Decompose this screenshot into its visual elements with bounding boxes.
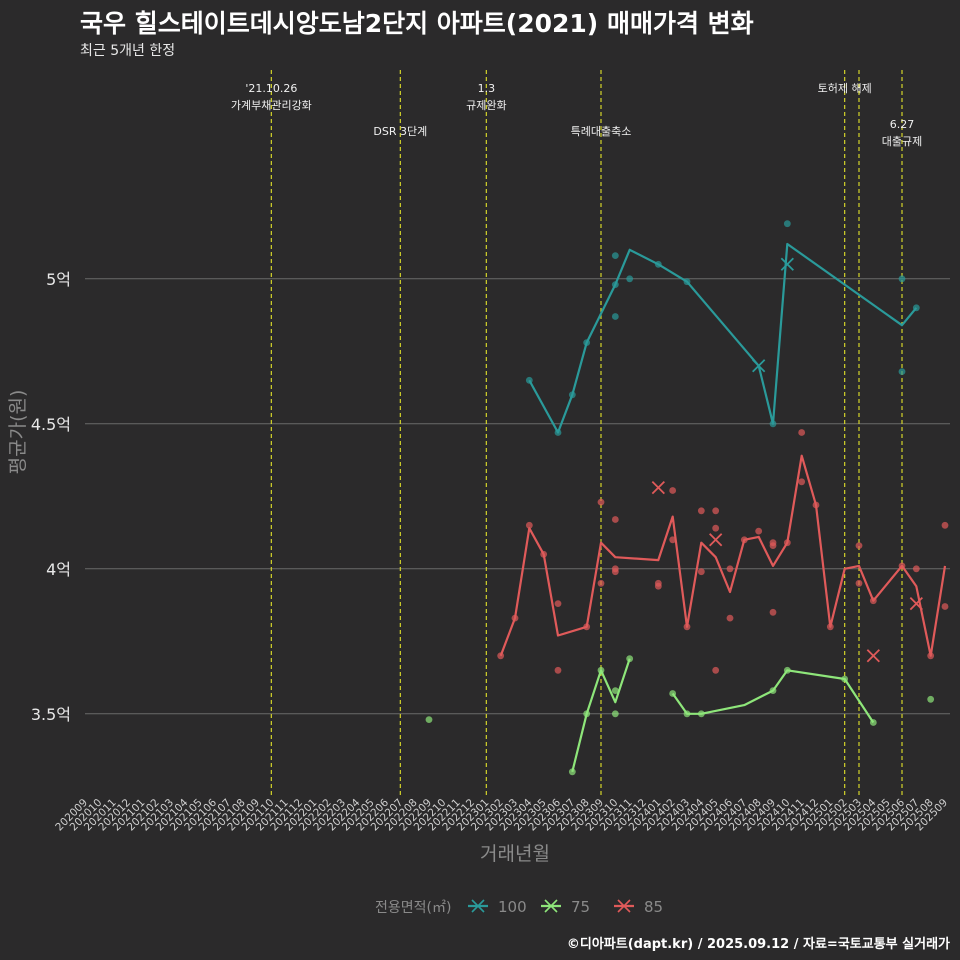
- event-label: 가계부채관리강화: [231, 99, 312, 112]
- event-label: DSR 3단계: [373, 125, 427, 138]
- line-75: [571, 658, 631, 773]
- legend: 전용면적(㎡) 100 75 85: [375, 898, 663, 916]
- event-label: 토허제 해제: [818, 81, 872, 95]
- y-axis-ticks: 3.5억 4억 4.5억 5억: [31, 270, 71, 724]
- point-85: [525, 521, 533, 529]
- point-85: [798, 429, 806, 436]
- event-label: 특례대출축소: [571, 125, 632, 138]
- cross-85: [651, 480, 665, 495]
- point-75: [611, 710, 619, 718]
- event-label: 대출규제: [882, 135, 922, 148]
- point-85: [769, 608, 777, 616]
- point-85: [654, 582, 662, 590]
- x-axis-ticks: 2020092020102020112020122021012021022021…: [53, 796, 950, 833]
- point-85: [855, 542, 863, 549]
- point-85: [798, 478, 806, 486]
- event-label: 규제완화: [466, 99, 506, 112]
- y-tick-label: 4억: [46, 560, 71, 579]
- point-75: [425, 716, 433, 723]
- point-100: [783, 220, 791, 228]
- legend-label-75: 75: [571, 898, 590, 916]
- legend-label-100: 100: [498, 898, 527, 916]
- point-100: [611, 313, 619, 320]
- y-tick-label: 3.5억: [31, 705, 71, 724]
- point-100: [611, 252, 619, 259]
- cross-markers: [651, 257, 923, 663]
- chart-title: 국우 힐스테이트데시앙도남2단지 아파트(2021) 매매가격 변화: [80, 9, 754, 38]
- legend-key-cross-75: [544, 899, 558, 913]
- point-85: [597, 498, 605, 506]
- point-85: [669, 487, 677, 494]
- point-100: [626, 275, 634, 283]
- point-85: [554, 666, 562, 674]
- line-75: [671, 669, 875, 724]
- series-lines: [499, 242, 947, 773]
- y-tick-label: 4.5억: [31, 415, 71, 434]
- cross-100: [752, 359, 766, 373]
- grid-layer: [85, 278, 950, 715]
- point-85: [697, 507, 705, 515]
- point-100: [898, 275, 906, 283]
- point-85: [755, 527, 763, 535]
- line-100: [528, 242, 918, 434]
- cross-85: [866, 649, 880, 663]
- legend-label-85: 85: [644, 898, 663, 916]
- point-85: [712, 524, 720, 532]
- point-85: [712, 507, 720, 515]
- event-label: 1.3: [478, 82, 496, 95]
- point-85: [611, 516, 619, 523]
- y-tick-label: 5억: [46, 270, 71, 289]
- legend-title: 전용면적(㎡): [375, 900, 451, 916]
- legend-key-cross-85: [617, 899, 631, 913]
- legend-key-cross-100: [471, 899, 485, 913]
- y-axis-label: 평균가(원): [7, 390, 29, 475]
- point-85: [912, 565, 920, 573]
- chart-subtitle: 최근 5개년 한정: [80, 43, 176, 59]
- point-100: [898, 368, 906, 375]
- cross-100: [780, 257, 794, 271]
- event-lines: [270, 70, 903, 795]
- event-label: 6.27: [890, 118, 915, 131]
- point-85: [697, 568, 705, 576]
- point-85: [669, 536, 677, 544]
- point-85: [855, 579, 863, 587]
- point-85: [769, 542, 777, 549]
- point-85: [726, 565, 734, 573]
- point-85: [554, 600, 562, 607]
- point-85: [712, 666, 720, 674]
- line-85: [499, 454, 947, 657]
- x-axis-label: 거래년월: [480, 843, 550, 865]
- cross-85: [909, 596, 923, 611]
- point-85: [726, 614, 734, 622]
- point-75: [611, 687, 619, 694]
- event-label: '21.10.26: [245, 82, 297, 95]
- point-85: [597, 579, 605, 587]
- point-85: [941, 603, 949, 610]
- cross-85: [709, 533, 723, 547]
- point-85: [611, 568, 619, 576]
- footer-credit: ©디아파트(dapt.kr) / 2025.09.12 / 자료=국토교통부 실…: [566, 937, 950, 952]
- point-75: [927, 695, 935, 703]
- point-85: [941, 521, 949, 529]
